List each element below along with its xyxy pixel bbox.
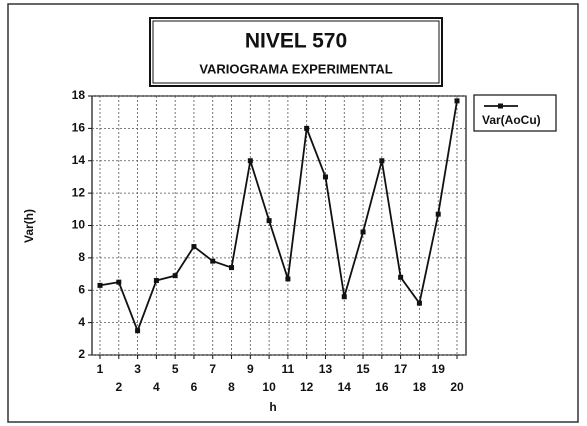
point [116,279,122,285]
x-tick-label: 19 [432,362,446,376]
x-axis-label: h [269,400,276,414]
y-axis-label: Var(h) [22,209,36,243]
x-tick-label: 16 [375,380,389,394]
point [229,265,235,271]
chart-title: NIVEL 570 [245,30,347,53]
y-tick-label: 16 [72,121,86,135]
x-tick-label: 20 [450,380,464,394]
point [322,174,328,180]
x-tick-label: 10 [262,380,276,394]
x-tick-label: 17 [394,362,408,376]
point [135,328,141,334]
point [398,274,404,280]
title-box [149,17,443,87]
x-tick-label: 5 [172,362,179,376]
series-line [99,100,458,334]
point [435,211,441,217]
title-box-inner [152,20,440,84]
y-tick-label: 14 [72,153,86,167]
x-tick-label: 14 [338,380,352,394]
y-tick-label: 6 [78,282,85,296]
y-tick-label: 8 [78,250,85,264]
y-tick-label: 10 [72,218,86,232]
point [172,273,178,279]
y-tick-label: 18 [72,88,86,102]
x-tick-label: 3 [134,362,141,376]
point [266,218,272,224]
x-tick-label: 18 [413,380,427,394]
chart-subtitle: VARIOGRAMA EXPERIMENTAL [199,61,392,76]
y-tick-label: 12 [72,185,86,199]
legend-box [473,94,557,132]
point [304,125,310,131]
x-tick-label: 13 [319,362,333,376]
point [153,278,159,284]
x-tick-label: 8 [228,380,235,394]
point [341,294,347,300]
point [416,300,422,306]
point [210,258,216,264]
x-tick-label: 7 [209,362,216,376]
x-tick-label: 15 [356,362,370,376]
point [97,282,103,288]
y-tick-label: 4 [78,315,85,329]
point [191,244,197,250]
point [454,98,460,104]
point [285,276,291,282]
legend-marker [498,103,503,109]
x-tick-label: 1 [97,362,104,376]
point [379,158,385,164]
x-tick-label: 4 [153,380,160,394]
x-tick-label: 11 [282,362,295,376]
x-tick-label: 9 [247,362,254,376]
x-tick-label: 12 [300,380,314,394]
x-tick-label: 6 [191,380,198,394]
point [247,158,253,164]
x-tick-label: 2 [115,380,122,394]
y-tick-label: 2 [78,347,85,361]
point [360,229,366,235]
legend-label: Var(AoCu) [482,113,541,127]
